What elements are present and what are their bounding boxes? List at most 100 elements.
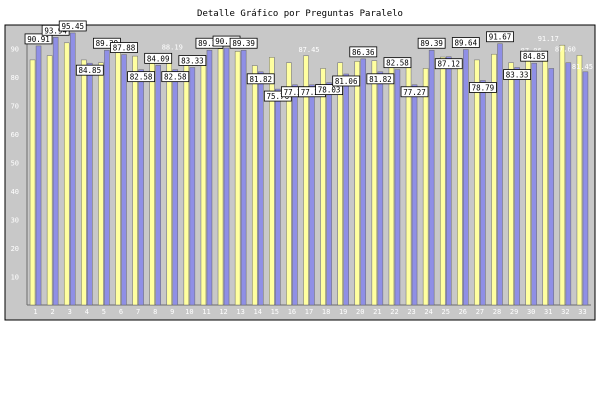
x-tick-label: 18 (322, 308, 330, 316)
data-label-text: 87.88 (113, 44, 136, 53)
data-label-text: 82.58 (164, 73, 187, 82)
bar-series2 (377, 71, 384, 306)
bar-series2 (411, 84, 418, 306)
data-label-box (332, 75, 361, 87)
bar-series1 (474, 59, 480, 306)
bar-series2 (565, 62, 572, 306)
y-tick-label: 80 (11, 74, 19, 82)
y-tick-label: 90 (11, 46, 19, 54)
x-tick-label: 19 (339, 308, 347, 316)
x-tick-label: 24 (424, 308, 432, 316)
data-label-text: 81.82 (369, 75, 392, 84)
data-label-box (127, 71, 155, 83)
x-tick-label: 8 (153, 308, 157, 316)
x-tick-label: 9 (170, 308, 174, 316)
bar-series1 (98, 62, 104, 306)
data-label-text: 84.85 (79, 66, 102, 75)
x-tick-label: 3 (68, 308, 72, 316)
bar-series1 (388, 59, 395, 306)
bar-series1 (200, 55, 207, 306)
bar-series1 (132, 55, 138, 306)
bar-series2 (292, 84, 298, 306)
data-label-text: 93.94 (44, 26, 67, 35)
x-tick-label: 5 (102, 308, 106, 316)
data-label-box (469, 82, 497, 93)
bar-series2 (138, 69, 144, 306)
bar-series1 (559, 44, 566, 306)
x-tick-label: 10 (185, 308, 193, 316)
bar-series2 (87, 62, 93, 306)
x-tick-label: 17 (305, 308, 313, 316)
bar-series1 (508, 62, 514, 306)
bar-series2 (69, 32, 76, 306)
data-label-box (161, 71, 190, 83)
bar-series2 (394, 69, 401, 306)
y-tick-label: 50 (11, 160, 19, 168)
bar-series2 (514, 67, 520, 306)
data-label-box (58, 20, 87, 32)
data-label-text: 86.36 (352, 48, 375, 57)
data-label-box (417, 37, 446, 49)
x-tick-label: 33 (578, 308, 586, 316)
bar-series1 (320, 68, 326, 306)
x-tick-label: 16 (288, 308, 296, 316)
bar-series1 (576, 55, 583, 306)
data-label-box (349, 46, 378, 58)
bar-series2 (240, 49, 247, 306)
bar-series2 (326, 82, 332, 306)
bar-series1 (354, 61, 361, 306)
bar-series2 (206, 49, 213, 306)
bar-series1 (439, 56, 446, 306)
bar-series1 (491, 53, 497, 306)
bar-series2 (155, 65, 161, 306)
data-label-box (229, 37, 258, 49)
data-label-box (451, 37, 480, 48)
data-label-text: 78.03 (318, 86, 341, 95)
bar-series2 (223, 47, 230, 306)
x-tick-label: 2 (51, 308, 55, 316)
bar-series2 (480, 80, 486, 306)
x-tick-label: 21 (373, 308, 381, 316)
y-tick-label: 40 (11, 188, 19, 196)
y-tick-label: 30 (11, 217, 19, 225)
data-label-text: 84.85 (523, 52, 546, 61)
bar-series2 (548, 68, 555, 306)
data-label-box (486, 31, 514, 43)
bar-series1 (525, 56, 531, 306)
bar-series1 (457, 60, 463, 306)
bar-series2 (531, 62, 537, 306)
bar-series1 (422, 68, 429, 306)
data-label-text: 87.12 (437, 60, 460, 69)
data-label-text: 78.79 (472, 83, 495, 92)
bar-series1 (46, 55, 53, 306)
x-tick-label: 31 (544, 308, 552, 316)
chart-title: Detalle Gráfico por Preguntas Paralelo (197, 9, 403, 19)
bar-series2 (172, 69, 179, 306)
bar-series1 (149, 58, 155, 306)
data-label-text: 89.39 (96, 39, 119, 48)
data-label-text: 91.67 (489, 33, 512, 42)
bar-series2 (121, 54, 127, 306)
x-tick-label: 20 (356, 308, 364, 316)
x-tick-label: 6 (119, 308, 123, 316)
bar-series1 (269, 57, 275, 306)
data-label-text: 90.91 (27, 35, 50, 44)
x-tick-label: 12 (219, 308, 227, 316)
data-label-box (383, 57, 412, 69)
bar-series1 (303, 55, 309, 306)
bar-series2 (360, 58, 367, 306)
x-tick-label: 7 (136, 308, 140, 316)
data-label-text: 89.39 (232, 39, 255, 48)
x-tick-label: 25 (442, 308, 450, 316)
data-label-box (315, 84, 343, 96)
x-tick-label: 11 (202, 308, 210, 316)
data-label-text: 77.27 (403, 88, 426, 97)
data-label-box (246, 73, 275, 85)
bar-series1 (251, 65, 258, 306)
bar-series1 (115, 51, 121, 306)
faint-value-label: 88.19 (162, 44, 183, 52)
bar-series2 (35, 45, 42, 306)
bar-series1 (63, 42, 70, 306)
data-label-text: 89.39 (420, 39, 443, 48)
x-tick-label: 4 (85, 308, 89, 316)
